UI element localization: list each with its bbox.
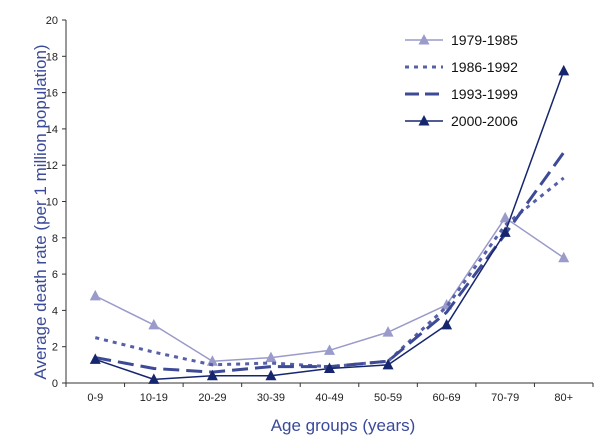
x-tick-label: 10-19 — [140, 392, 168, 404]
y-axis-title: Average death rate (per 1 million popula… — [31, 44, 50, 379]
x-tick-label: 60-69 — [433, 392, 461, 404]
legend-item: 1979-1985 — [405, 32, 518, 48]
data-point — [265, 369, 277, 381]
y-tick-label: 8 — [52, 233, 58, 245]
axes: 0 2 4 6 8 10 12 14 16 18 20 0-9 10-19 20-29 30-39 40-49… — [46, 15, 594, 404]
series-line — [94, 217, 565, 362]
data-point — [148, 318, 160, 330]
legend-label: 1979-1985 — [451, 32, 518, 48]
legend-label: 1993-1999 — [451, 86, 518, 102]
legend-marker — [418, 34, 430, 45]
legend-item: 1993-1999 — [405, 86, 518, 102]
x-tick-label: 0-9 — [87, 392, 103, 404]
legend-label: 1986-1992 — [451, 59, 518, 75]
x-tick-label: 30-39 — [257, 392, 285, 404]
data-point — [89, 289, 101, 301]
data-point — [382, 358, 394, 370]
data-point — [324, 344, 335, 355]
data-point — [558, 251, 570, 263]
y-tick-label: 2 — [52, 342, 58, 354]
x-tick-label: 80+ — [554, 392, 573, 404]
data-point — [382, 326, 394, 337]
data-point — [265, 351, 277, 363]
data-point — [148, 373, 160, 384]
data-point — [89, 353, 101, 364]
series-1986-1992 — [94, 176, 565, 369]
data-point — [206, 369, 218, 381]
series-line — [95, 151, 565, 374]
y-tick-label: 18 — [46, 51, 58, 63]
legend-item: 2000-2006 — [405, 113, 518, 129]
legend: 1979-1985 1986-1992 1993-1999 2000-2006 — [405, 32, 518, 129]
data-point — [499, 211, 511, 223]
x-tick-label: 20-29 — [198, 392, 226, 404]
legend-label: 2000-2006 — [451, 113, 518, 129]
x-tick-label: 50-59 — [374, 392, 402, 404]
x-axis-title: Age groups (years) — [271, 416, 416, 435]
y-tick-label: 0 — [52, 378, 58, 390]
y-tick-label: 6 — [52, 269, 58, 281]
series-group — [89, 64, 570, 384]
data-point — [558, 64, 570, 76]
data-point — [499, 226, 511, 237]
legend-marker — [418, 115, 430, 126]
legend-item: 1986-1992 — [405, 59, 518, 75]
y-tick-label: 10 — [46, 197, 58, 209]
data-point — [441, 318, 453, 330]
y-tick-label: 20 — [46, 15, 58, 27]
y-tick-label: 16 — [46, 88, 58, 100]
y-tick-label: 14 — [46, 124, 58, 136]
data-point — [324, 362, 335, 373]
y-tick-label: 12 — [46, 160, 58, 172]
series-1993-1999 — [95, 151, 565, 374]
series-line — [94, 176, 565, 369]
series-2000-2006 — [89, 64, 570, 384]
x-tick-label: 40-49 — [315, 392, 343, 404]
series-1979-1985 — [89, 211, 570, 366]
x-tick-label: 70-79 — [491, 392, 519, 404]
y-tick-label: 4 — [52, 305, 58, 317]
